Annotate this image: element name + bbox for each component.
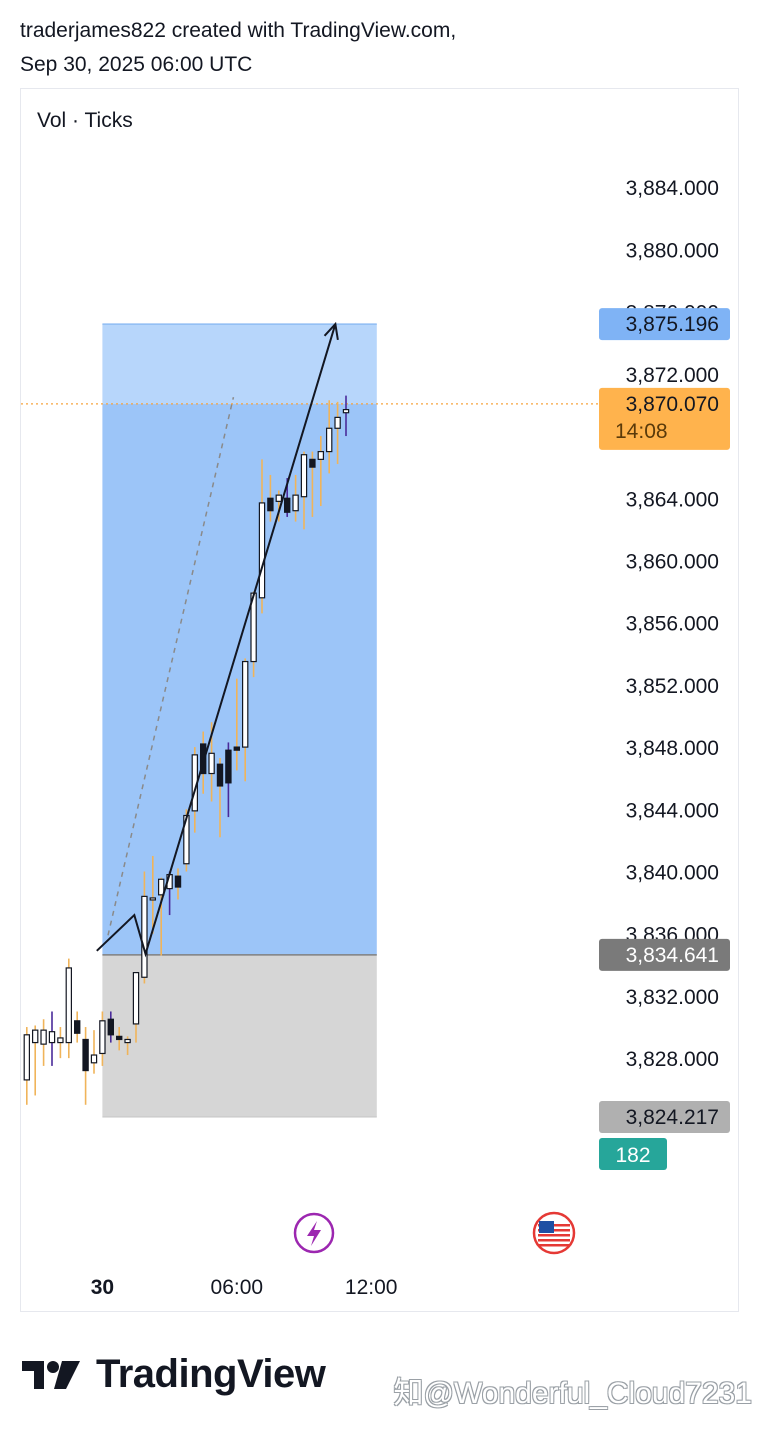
candle-body[interactable] (99, 1020, 106, 1055)
candle-body[interactable] (267, 497, 274, 512)
candle-body[interactable] (124, 1038, 131, 1044)
indicator-label: Vol · Ticks (37, 109, 133, 132)
candle-body[interactable] (23, 1034, 30, 1081)
y-tick-label: 3,864.000 (626, 488, 719, 511)
target-price-label: 3,875.196 (626, 313, 719, 336)
candle-body[interactable] (65, 967, 73, 1044)
candle-body[interactable] (342, 409, 350, 414)
candle-body[interactable] (258, 502, 266, 599)
x-tick-label: 30 (91, 1276, 114, 1299)
candle-body[interactable] (73, 1020, 81, 1034)
candle-body[interactable] (48, 1031, 56, 1044)
candle-body[interactable] (57, 1037, 64, 1044)
tradingview-logo: TradingView (22, 1352, 326, 1397)
candle-body[interactable] (82, 1038, 89, 1072)
flag-canton (539, 1221, 554, 1233)
candle-body[interactable] (334, 416, 341, 429)
author-line: traderjames822 created with TradingView.… (20, 19, 457, 42)
stop-price-label: 3,824.217 (626, 1106, 719, 1129)
tradingview-brand-text: TradingView (96, 1352, 326, 1396)
candle-body[interactable] (158, 878, 165, 896)
candle-body[interactable] (275, 494, 282, 502)
candle-body[interactable] (242, 660, 249, 748)
candle-body[interactable] (32, 1029, 39, 1044)
candle-body[interactable] (90, 1054, 98, 1064)
candle-body[interactable] (300, 454, 308, 498)
y-tick-label: 3,872.000 (626, 364, 719, 387)
target-zone-upper[interactable] (102, 324, 377, 404)
candle-body[interactable] (107, 1018, 114, 1036)
candle-body[interactable] (208, 752, 215, 775)
candle-body[interactable] (233, 746, 240, 751)
candle-body[interactable] (149, 897, 156, 901)
y-tick-label: 3,856.000 (626, 613, 719, 636)
date-line: Sep 30, 2025 06:00 UTC (20, 53, 253, 76)
current-price-label-countdown: 14:08 (615, 420, 668, 443)
x-tick-label: 12:00 (345, 1276, 398, 1299)
stop-price-label-bg[interactable] (599, 1100, 730, 1133)
candle-body[interactable] (200, 743, 207, 775)
price-chart[interactable]: Vol · Ticks3,884.0003,880.0003,876.0003,… (21, 89, 740, 1313)
flag-stripe (538, 1244, 570, 1247)
candle-body[interactable] (225, 749, 232, 784)
projection-path[interactable] (96, 323, 337, 958)
trend-line[interactable] (107, 396, 235, 936)
stop-zone[interactable] (102, 954, 377, 1117)
y-tick-label: 3,884.000 (626, 177, 719, 200)
candle-body[interactable] (284, 497, 291, 513)
entry-price-label: 3,834.641 (626, 944, 719, 967)
watermark-text: 知@Wonderful_Cloud7231 (393, 1377, 752, 1410)
y-tick-label: 3,848.000 (626, 737, 719, 760)
candle-body[interactable] (174, 875, 182, 888)
y-tick-label: 3,840.000 (626, 862, 719, 885)
projection-arrowhead (323, 321, 339, 341)
current-price-label-bg[interactable] (599, 387, 730, 450)
lightning-bolt-icon (307, 1221, 321, 1246)
y-tick-label: 3,852.000 (626, 675, 719, 698)
candle-body[interactable] (216, 763, 224, 787)
count-badge: 182 (615, 1144, 650, 1167)
candle-body[interactable] (40, 1029, 47, 1045)
y-tick-label: 3,844.000 (626, 799, 719, 822)
y-tick-label: 3,880.000 (626, 239, 719, 262)
chart-panel[interactable]: Vol · Ticks3,884.0003,880.0003,876.0003,… (20, 88, 739, 1312)
target-price-label-bg[interactable] (599, 308, 730, 341)
x-tick-label: 06:00 (211, 1276, 264, 1299)
candle-body[interactable] (141, 895, 148, 978)
chart-header: traderjames822 created with TradingView.… (20, 14, 456, 82)
candle-body[interactable] (326, 427, 333, 453)
y-tick-label: 3,832.000 (626, 986, 719, 1009)
tradingview-logo-icon (22, 1360, 80, 1389)
y-tick-label: 3,828.000 (626, 1048, 719, 1071)
candle-body[interactable] (317, 450, 325, 460)
current-price-label: 3,870.070 (626, 393, 719, 416)
flag-stripe (538, 1239, 570, 1242)
flag-stripe (538, 1234, 570, 1237)
candle-body[interactable] (115, 1035, 123, 1041)
candle-body[interactable] (292, 494, 299, 512)
entry-price-label-bg[interactable] (599, 938, 730, 971)
candle-body[interactable] (309, 458, 316, 468)
y-tick-label: 3,860.000 (626, 550, 719, 573)
candle-body[interactable] (132, 971, 140, 1025)
count-badge-bg[interactable] (599, 1137, 667, 1170)
target-zone[interactable] (102, 403, 377, 955)
